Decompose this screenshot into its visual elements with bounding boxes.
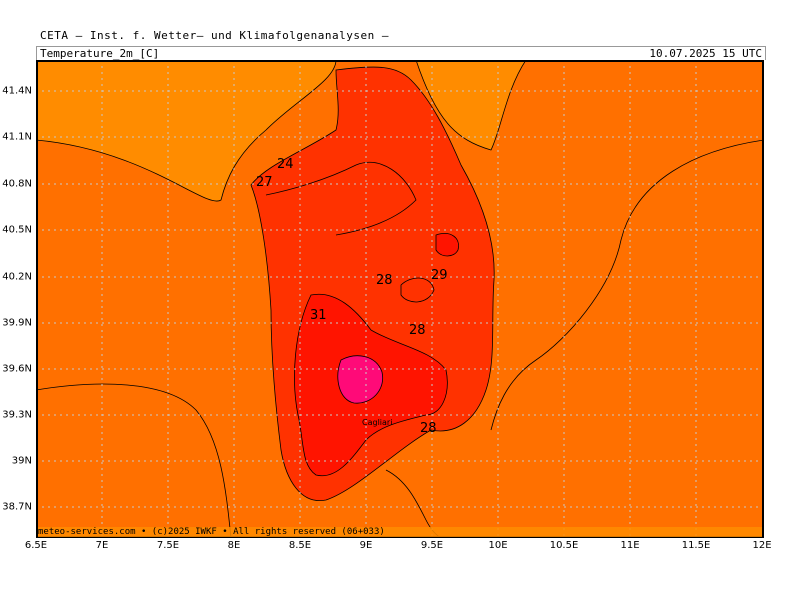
- y-tick-label: 39.3N: [2, 409, 32, 421]
- source-line: CETA — Inst. f. Wetter— und Klimafolgena…: [40, 29, 390, 42]
- contour-label-24: 24: [277, 157, 294, 172]
- contour-line-east-sea: [490, 139, 764, 431]
- x-axis-labels: 6.5E 7E 7.5E 8E 8.5E 9E 9.5E 10E 10.5E 1…: [0, 540, 800, 554]
- x-tick-label: 8E: [227, 540, 241, 551]
- cool-region-north-west: [36, 60, 337, 202]
- title-bar: Temperature_2m_[C] 10.07.2025 15 UTC: [36, 46, 766, 60]
- y-tick-label: 38.7N: [2, 501, 32, 513]
- x-tick-label: 9.5E: [420, 540, 444, 551]
- y-tick-label: 40.2N: [2, 271, 32, 283]
- x-tick-label: 10E: [488, 540, 508, 551]
- x-tick-label: 9E: [359, 540, 373, 551]
- y-tick-label: 39N: [11, 455, 32, 467]
- x-tick-label: 11.5E: [681, 540, 711, 551]
- y-tick-label: 40.5N: [2, 224, 32, 236]
- x-tick-label: 7E: [95, 540, 109, 551]
- y-tick-label: 40.8N: [2, 178, 32, 190]
- copyright-footer: meteo-services.com • (c)2025 IWKF • All …: [38, 527, 762, 537]
- y-tick-label: 39.9N: [2, 317, 32, 329]
- valid-time: 10.07.2025 15 UTC: [649, 47, 762, 60]
- contour-label-28-south: 28: [420, 421, 437, 436]
- contour-line-2: [400, 277, 435, 303]
- x-tick-label: 6.5E: [24, 540, 48, 551]
- contour-label-28-north: 28: [376, 273, 393, 288]
- y-axis-labels: 41.4N 41.1N 40.8N 40.5N 40.2N 39.9N 39.6…: [0, 0, 36, 600]
- contour-label-27: 27: [256, 175, 273, 190]
- contour-label-31: 31: [310, 308, 327, 323]
- temperature-map: 24 27 28 29 31 28 28 Cagliari: [36, 60, 764, 538]
- city-label-cagliari: Cagliari: [362, 418, 392, 427]
- x-tick-label: 8.5E: [288, 540, 312, 551]
- x-tick-label: 10.5E: [549, 540, 579, 551]
- map-border: [36, 60, 764, 538]
- field-label: Temperature_2m_[C]: [40, 47, 160, 60]
- contour-label-29: 29: [431, 268, 448, 283]
- y-tick-label: 41.1N: [2, 131, 32, 143]
- graticule: [36, 60, 764, 538]
- contour-line-south-west: [36, 383, 232, 538]
- contour-label-28-central: 28: [409, 323, 426, 338]
- contour-line-1: [265, 162, 417, 236]
- x-tick-label: 12E: [752, 540, 772, 551]
- map-panel: 24 27 28 29 31 28 28 Cagliari: [36, 60, 764, 538]
- y-tick-label: 39.6N: [2, 363, 32, 375]
- x-tick-label: 7.5E: [156, 540, 180, 551]
- x-tick-label: 11E: [620, 540, 640, 551]
- hottest-core: [337, 355, 384, 404]
- hot-spot-east: [435, 233, 459, 257]
- y-tick-label: 41.4N: [2, 85, 32, 97]
